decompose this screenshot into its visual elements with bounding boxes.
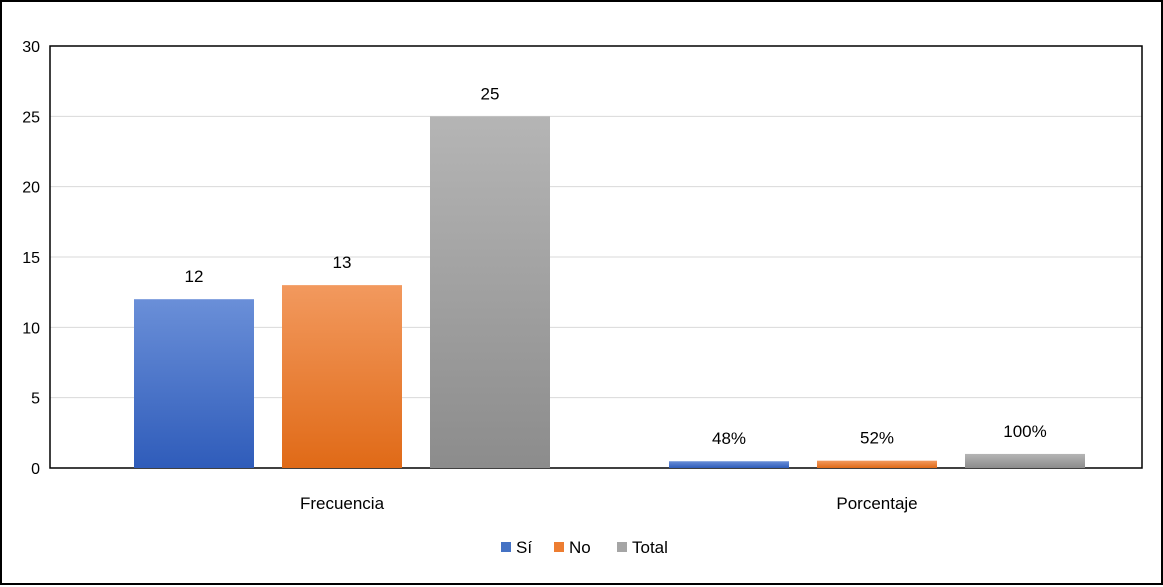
x-category-label: Frecuencia xyxy=(300,494,385,513)
x-category-label: Porcentaje xyxy=(836,494,917,513)
data-label: 100% xyxy=(1003,422,1046,441)
y-tick-label: 10 xyxy=(22,320,40,337)
plot-area xyxy=(49,45,1143,469)
data-label: 52% xyxy=(860,429,894,448)
y-tick-label: 15 xyxy=(22,250,40,267)
legend-swatch-total xyxy=(617,542,627,552)
legend-swatch-s- xyxy=(501,542,511,552)
bar-total-porcentaje xyxy=(965,453,1085,468)
bar-total-frecuencia xyxy=(430,116,550,468)
y-tick-label: 20 xyxy=(22,180,40,197)
bar-no-porcentaje xyxy=(817,460,937,468)
legend-label: No xyxy=(569,538,591,557)
legend-swatch-no xyxy=(554,542,564,552)
data-label: 12 xyxy=(185,267,204,286)
bar-s--porcentaje xyxy=(669,461,789,468)
bar-no-frecuencia xyxy=(282,285,402,468)
y-tick-label: 30 xyxy=(22,39,40,56)
data-label: 48% xyxy=(712,429,746,448)
legend-label: Total xyxy=(632,538,668,557)
data-label: 13 xyxy=(333,253,352,272)
bar-s--frecuencia xyxy=(134,299,254,468)
y-tick-label: 5 xyxy=(31,391,40,408)
legend-label: Sí xyxy=(516,538,532,557)
y-tick-label: 25 xyxy=(22,109,40,126)
data-label: 25 xyxy=(481,84,500,103)
y-tick-label: 0 xyxy=(31,461,40,478)
